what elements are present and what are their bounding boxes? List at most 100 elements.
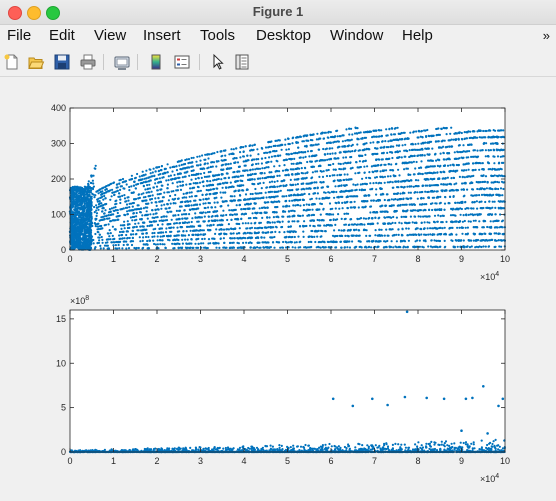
scatter-point <box>329 141 332 144</box>
scatter-point <box>337 140 340 143</box>
menu-overflow-icon[interactable]: » <box>542 28 550 43</box>
scatter-point <box>121 177 125 181</box>
link-plot-icon[interactable] <box>113 53 131 71</box>
menu-window[interactable]: Window <box>330 27 384 44</box>
scatter-point <box>452 207 455 210</box>
scatter-point <box>276 180 279 183</box>
scatter-point <box>436 208 439 211</box>
scatter-point <box>137 193 140 196</box>
scatter-point <box>472 162 475 165</box>
scatter-point <box>363 182 366 185</box>
property-inspector-icon[interactable] <box>233 53 251 71</box>
scatter-point <box>269 175 272 178</box>
insert-colorbar-icon[interactable] <box>147 53 165 71</box>
scatter-point <box>165 179 168 182</box>
scatter-point <box>497 232 500 235</box>
scatter-point <box>162 196 165 199</box>
scatter-point <box>181 176 184 179</box>
scatter-point <box>379 193 382 196</box>
scatter-point <box>232 157 235 160</box>
scatter-point <box>400 138 403 141</box>
scatter-point <box>375 147 378 150</box>
scatter-point <box>198 203 202 206</box>
scatter-point <box>182 230 185 233</box>
print-icon[interactable] <box>79 53 97 71</box>
scatter-point <box>469 220 472 223</box>
scatter-point <box>272 144 275 148</box>
scatter-point <box>96 222 99 226</box>
scatter-point <box>127 196 130 199</box>
scatter-point <box>173 222 176 225</box>
zoom-window-button[interactable] <box>46 6 60 20</box>
scatter-point <box>134 233 137 236</box>
scatter-point <box>351 133 354 136</box>
scatter-point <box>356 137 359 140</box>
open-file-icon[interactable] <box>27 53 45 71</box>
scatter-point <box>440 208 443 212</box>
scatter-point <box>401 234 404 237</box>
save-icon[interactable] <box>53 53 71 71</box>
scatter-point <box>223 159 226 162</box>
menu-tools[interactable]: Tools <box>200 27 236 44</box>
menu-view[interactable]: View <box>94 27 127 44</box>
scatter-point <box>156 193 159 196</box>
scatter-point <box>241 179 244 183</box>
scatter-point <box>180 213 184 216</box>
scatter-point <box>246 227 249 230</box>
minimize-window-button[interactable] <box>27 6 41 20</box>
scatter-point <box>208 193 211 196</box>
scatter-point <box>305 145 308 148</box>
scatter-point <box>401 228 404 231</box>
scatter-point <box>227 204 230 207</box>
scatter-point <box>423 227 426 230</box>
scatter-point <box>270 200 273 204</box>
scatter-point <box>386 175 390 178</box>
scatter-point <box>421 172 424 176</box>
new-figure-icon[interactable] <box>3 53 21 71</box>
scatter-point <box>369 205 373 208</box>
menu-insert[interactable]: Insert <box>143 27 181 44</box>
scatter-point <box>429 184 432 187</box>
scatter-point <box>196 185 199 188</box>
scatter-point <box>308 208 311 211</box>
menu-help[interactable]: Help <box>402 27 433 44</box>
scatter-point <box>186 246 189 249</box>
menu-desktop[interactable]: Desktop <box>256 27 312 44</box>
scatter-point <box>210 215 213 218</box>
scatter-point <box>266 151 269 154</box>
scatter-point <box>381 176 385 179</box>
scatter-point <box>194 242 197 245</box>
scatter-point <box>151 235 154 238</box>
scatter-point <box>450 183 453 186</box>
scatter-point <box>123 194 126 197</box>
insert-legend-icon[interactable] <box>173 53 191 71</box>
close-window-button[interactable] <box>8 6 22 20</box>
scatter-point <box>160 207 163 210</box>
scatter-point <box>232 232 235 235</box>
scatter-point <box>359 223 362 226</box>
scatter-point <box>182 167 185 170</box>
scatter-point <box>435 196 438 199</box>
scatter-point <box>356 132 359 135</box>
menu-edit[interactable]: Edit <box>49 27 75 44</box>
scatter-point <box>351 143 354 146</box>
scatter-point <box>467 143 470 147</box>
scatter-point <box>235 218 238 221</box>
scatter-point <box>102 247 105 250</box>
scatter-point <box>166 203 169 206</box>
toolbar-separator <box>199 54 200 70</box>
menu-file[interactable]: File <box>7 27 32 44</box>
scatter-point <box>323 224 326 227</box>
scatter-point <box>462 239 465 242</box>
scatter-point <box>368 240 371 243</box>
scatter-point <box>476 187 479 191</box>
scatter-point <box>208 175 211 178</box>
scatter-point <box>142 192 145 195</box>
scatter-point <box>154 178 157 181</box>
scatter-point <box>306 182 309 185</box>
scatter-point <box>359 183 362 186</box>
scatter-point <box>255 162 258 166</box>
edit-plot-icon[interactable] <box>209 53 227 71</box>
scatter-point <box>435 183 439 187</box>
